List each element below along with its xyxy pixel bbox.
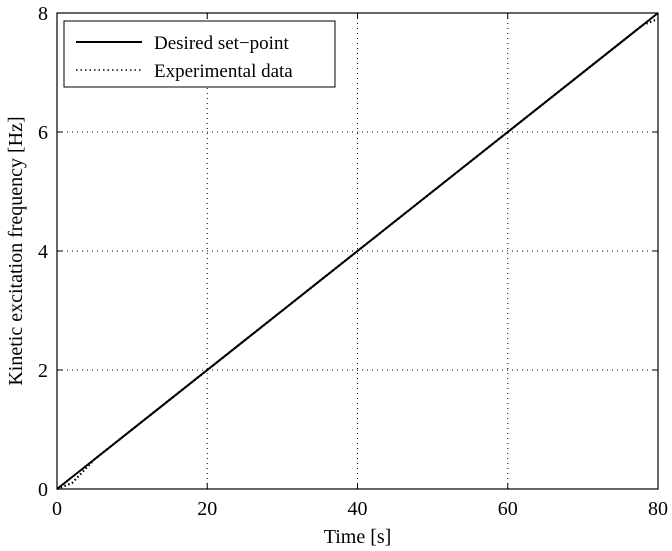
legend: Desired set−point Experimental data xyxy=(63,20,336,88)
y-axis-label: Kinetic excitation frequency [Hz] xyxy=(5,116,27,385)
x-tick-label: 0 xyxy=(52,498,62,520)
x-tick-label: 80 xyxy=(648,498,668,520)
legend-box xyxy=(63,20,336,88)
axis-ticks: 0 20 40 60 80 0 2 4 6 8 xyxy=(38,3,668,520)
series-line-experimental xyxy=(56,17,659,491)
y-tick-label: 2 xyxy=(38,360,48,382)
x-axis-label: Time [s] xyxy=(324,526,392,548)
y-tick-label: 6 xyxy=(38,122,48,144)
x-tick-label: 60 xyxy=(498,498,518,520)
legend-entry-desired: Desired set−point xyxy=(154,33,289,54)
y-tick-label: 4 xyxy=(38,241,48,263)
y-tick-label: 8 xyxy=(38,3,48,25)
y-tick-label: 0 xyxy=(38,479,48,501)
legend-entry-experimental: Experimental data xyxy=(154,61,293,82)
x-tick-label: 20 xyxy=(197,498,217,520)
plot-series xyxy=(56,12,659,491)
x-tick-label: 40 xyxy=(348,498,368,520)
